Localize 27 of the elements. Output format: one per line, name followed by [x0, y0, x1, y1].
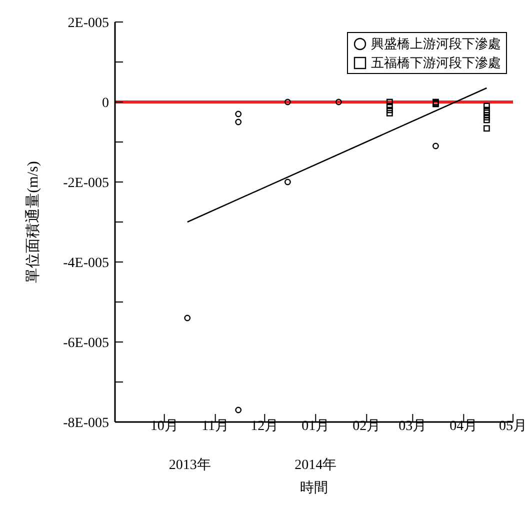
point: [284, 178, 291, 186]
point: [386, 102, 393, 110]
y-tick-label: 0: [102, 96, 109, 111]
point: [284, 98, 291, 106]
y-tick-label: -4E-005: [63, 256, 109, 271]
text: 2013年: [168, 456, 211, 474]
point: [235, 118, 242, 126]
point: [235, 406, 242, 414]
point: [483, 116, 490, 124]
y-tick-label: -2E-005: [63, 176, 109, 191]
legend-label: 五福橋下游河段下滲處: [371, 54, 501, 72]
point: [432, 142, 439, 150]
point: [386, 98, 393, 106]
y-tick-label: -6E-005: [63, 336, 109, 351]
point: [483, 102, 490, 110]
point: [386, 106, 393, 114]
legend-label: 興盛橋上游河段下滲處: [371, 35, 501, 53]
text: 2014年: [294, 456, 337, 474]
y-axis-title: 單位面積通量(m/s): [24, 161, 42, 283]
y-tick-label: 2E-005: [68, 16, 109, 31]
point: [483, 125, 490, 132]
point: [335, 98, 342, 106]
point: [235, 110, 242, 118]
x-axis-title: 時間: [300, 480, 328, 497]
point: [184, 314, 191, 322]
y-tick-label: -8E-005: [63, 416, 109, 431]
point: [386, 110, 393, 116]
